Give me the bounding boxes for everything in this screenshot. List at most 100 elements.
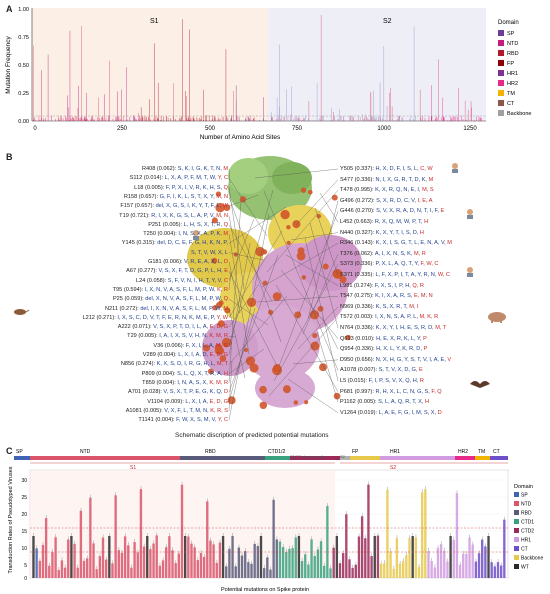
mutation-spot	[322, 263, 329, 270]
mutation-residues: S, L, Q, X, T, R, A,	[177, 370, 224, 377]
mutation-residues: K, X, I, S, G, T, L, E, N, A, V,	[375, 240, 448, 247]
mutation-spot	[227, 396, 236, 405]
legend-swatch	[498, 80, 504, 86]
transduction-bar	[108, 536, 111, 578]
domain-segment	[350, 456, 380, 460]
mutation-residues-highlight: E, M, N	[414, 293, 433, 300]
leader-line	[254, 168, 339, 179]
mutation-site: L5 (0.015):	[340, 378, 369, 384]
mutation-annotation: Y145 (0.315): del, D, C, E, F, G, H, K, …	[122, 240, 228, 247]
transduction-bar	[379, 563, 383, 578]
mutation-residues-highlight: M	[428, 176, 434, 183]
transduction-bar	[389, 551, 392, 578]
leader-line	[228, 308, 246, 379]
mutation-annotation: G181 (0.006): V, R, E, A, X, L, D	[148, 259, 228, 266]
mutation-residues: del, X, G, S, I, K, Y, T, F, L,	[155, 203, 223, 210]
mutation-annotation: F157 (0.657): del, X, G, S, I, K, Y, T, …	[120, 203, 228, 210]
mutation-residues-highlight: H	[425, 399, 430, 406]
mutation-residues-highlight: M	[223, 305, 228, 312]
transduction-bar	[73, 543, 76, 578]
mutation-residues: S, T, V, W, X, L	[191, 249, 228, 256]
mutation-residues: S, L, A, Q, R, T, X,	[378, 399, 425, 406]
host-animal-icons	[14, 163, 506, 388]
mutation-site: T250 (0.004):	[143, 231, 179, 238]
transduction-bar	[259, 536, 263, 578]
transduction-bar	[155, 535, 158, 578]
mutation-annotation: A1081 (0.005): V, X, F, L, T, M, N, K, R…	[126, 408, 228, 415]
mutation-spot	[319, 363, 327, 372]
mutation-annotation: N764 (0.336): K, X, Y, I, H, E, S, R, D,…	[340, 325, 446, 332]
leader-line	[290, 232, 339, 241]
s1-label: S1	[130, 465, 136, 471]
mutation-residues: I, X, N, V, A, S, F, L, M, P, W,	[144, 286, 218, 293]
mutation-site: P251 (0.005):	[148, 221, 184, 228]
transduction-bar	[402, 561, 405, 578]
transduction-bar	[503, 519, 506, 578]
mutation-spot	[310, 341, 320, 351]
transduction-bar	[180, 484, 184, 578]
mutation-spot	[294, 311, 302, 319]
transduction-bar	[250, 563, 253, 578]
leader-line	[228, 230, 283, 318]
transduction-bar	[354, 564, 357, 578]
mutation-residues-highlight: Q	[223, 296, 228, 303]
mutation-spot	[312, 333, 318, 339]
mutation-annotation: L212 (0.271): I, X, S, C, D, V, T, F, E,…	[82, 315, 228, 322]
transduction-bar	[275, 539, 278, 578]
transduction-bar	[240, 555, 244, 578]
mutation-residues: del, D, C, E, F, G, H, K, N, P,	[157, 240, 228, 247]
transduction-bar	[376, 535, 380, 578]
mutation-residues-highlight: M, S	[422, 187, 434, 194]
domain-segment	[290, 456, 340, 460]
legend-swatch	[498, 50, 504, 56]
transduction-bar	[174, 563, 177, 578]
domain-label: S2	[340, 454, 346, 459]
y-tick: 0.00	[18, 119, 29, 125]
mutation-residues-highlight: E	[418, 367, 423, 374]
mutation-residues-highlight: H	[419, 229, 424, 236]
domain-segment	[380, 456, 455, 460]
leader-line	[228, 271, 278, 367]
leader-line	[309, 222, 339, 329]
mutation-residues-highlight: K, M, R	[209, 333, 228, 340]
legend-label: Backbone	[507, 111, 531, 117]
mutation-site: T859 (0.004):	[142, 379, 178, 386]
mutation-residues: I, N, S, X, A, P, K,	[178, 231, 224, 238]
transduction-bar	[420, 492, 424, 578]
leader-line	[319, 192, 339, 223]
transduction-bar	[458, 564, 462, 578]
mutation-residues: K, I, X, A, R, S,	[375, 293, 414, 300]
transduction-bar	[477, 553, 481, 578]
mutation-residues: S, F, V, N, I, H, T, Y, V,	[167, 277, 224, 284]
legend-label: TM	[507, 91, 515, 97]
transduction-bar	[51, 552, 54, 578]
legend-swatch	[514, 492, 519, 497]
transduction-bar	[288, 548, 291, 578]
transduction-bar	[120, 552, 124, 578]
legend-swatch	[514, 519, 519, 524]
mutation-residues-highlight: R	[419, 378, 424, 384]
mutation-spot	[339, 276, 347, 284]
mutation-spot	[331, 194, 338, 201]
x-tick: 750	[292, 126, 303, 132]
transduction-bar	[41, 544, 45, 578]
transduction-bar	[114, 495, 117, 578]
mutation-site: P681 (0.997):	[340, 388, 376, 395]
mutation-residues: R, I, X, K, G, S, L, A, P, V,	[151, 212, 217, 219]
transduction-bar	[86, 558, 89, 578]
mutation-residues: F, X, I, L, A,	[185, 342, 216, 349]
mutation-annotation: P681 (0.997): R, H, X, L, C, N, G, S, F,…	[340, 389, 442, 396]
x-tick: 1000	[377, 126, 391, 132]
mutation-residues: A, I, X, N, S, K,	[374, 250, 414, 257]
mutation-annotation: D950 (0.656): N, X, H, G, Y, S, T, V, I,…	[340, 357, 451, 364]
transduction-bar	[92, 543, 95, 578]
s1-region-label: S1	[150, 18, 159, 25]
transduction-bar	[474, 561, 478, 578]
transduction-bar	[278, 541, 282, 578]
transduction-bar	[89, 497, 92, 578]
mutation-site: Y505 (0.337):	[340, 166, 376, 172]
transduction-bar	[127, 545, 130, 578]
mutation-annotation: A1078 (0.007): S, T, V, X, D, G, E	[340, 367, 423, 374]
transduction-bar	[158, 565, 162, 578]
transduction-bar	[338, 563, 342, 578]
